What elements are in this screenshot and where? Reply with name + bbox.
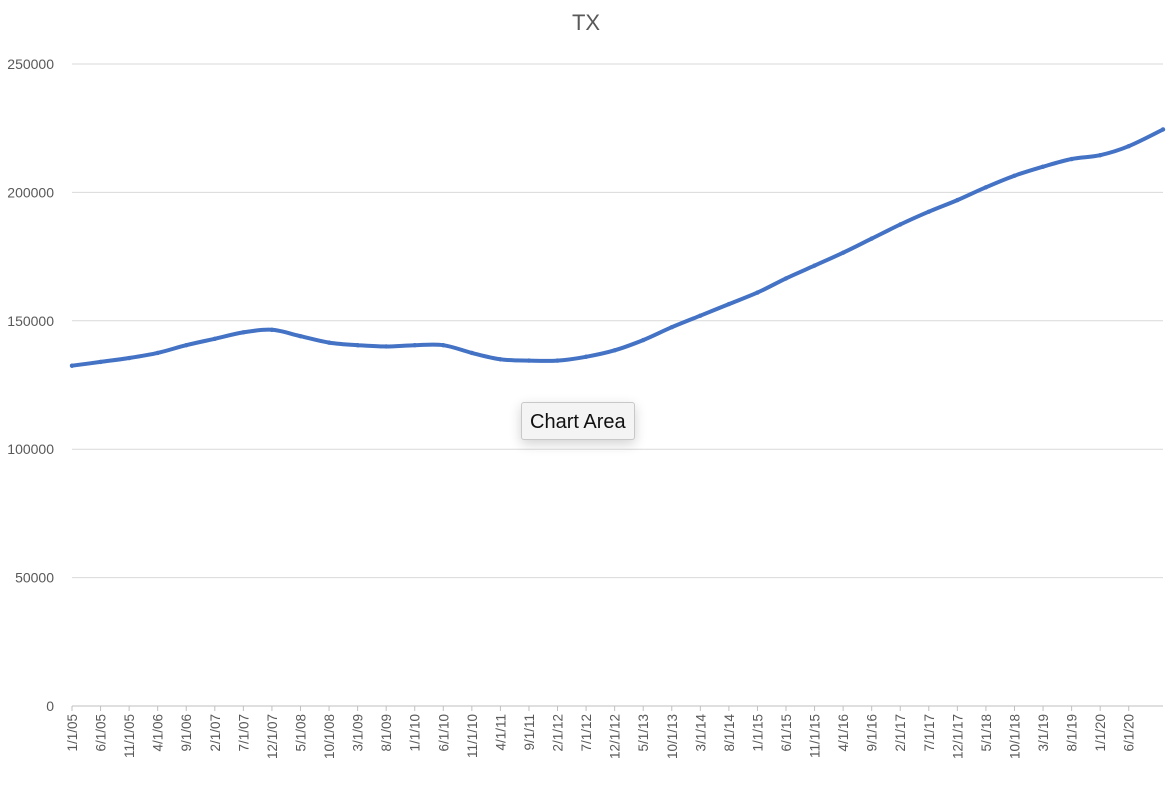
data-point[interactable] <box>840 250 846 255</box>
y-tick-label: 50000 <box>15 570 54 586</box>
data-point[interactable] <box>69 363 75 368</box>
x-tick-label: 9/1/11 <box>522 714 537 751</box>
data-point[interactable] <box>498 357 503 362</box>
x-tick-label: 5/1/13 <box>636 714 651 752</box>
x-tick-label: 5/1/18 <box>979 714 994 752</box>
data-point[interactable] <box>269 327 275 332</box>
data-point[interactable] <box>669 325 674 330</box>
chart-area-tooltip: Chart Area <box>521 402 635 440</box>
data-point[interactable] <box>383 344 389 349</box>
x-tick-label: 10/1/18 <box>1007 714 1022 759</box>
x-tick-label: 4/1/11 <box>493 714 508 751</box>
x-tick-label: 11/1/05 <box>122 714 137 758</box>
x-tick-label: 7/1/07 <box>236 714 251 752</box>
data-point[interactable] <box>126 355 132 361</box>
data-point[interactable] <box>641 337 646 343</box>
y-tick-label: 150000 <box>7 313 54 329</box>
x-tick-label: 8/1/14 <box>722 714 737 752</box>
x-tick-label: 9/1/16 <box>865 714 880 752</box>
x-tick-label: 6/1/05 <box>94 714 109 752</box>
data-point[interactable] <box>983 185 989 190</box>
data-point[interactable] <box>98 359 103 365</box>
data-point[interactable] <box>469 350 475 356</box>
x-tick-label: 3/1/14 <box>693 714 708 752</box>
data-point[interactable] <box>526 358 532 363</box>
data-point[interactable] <box>1069 156 1074 162</box>
series-layer[interactable] <box>69 127 1166 368</box>
x-tick-label: 11/1/15 <box>808 714 823 758</box>
data-point[interactable] <box>955 197 960 203</box>
data-point[interactable] <box>155 350 160 356</box>
x-tick-label: 1/1/15 <box>750 714 765 752</box>
x-tick-label: 10/1/08 <box>322 714 337 759</box>
data-point[interactable] <box>926 209 932 214</box>
x-tick-label: 10/1/13 <box>665 714 680 759</box>
data-point[interactable] <box>869 236 874 241</box>
x-tick-label: 2/1/07 <box>208 714 223 752</box>
data-point[interactable] <box>441 342 446 348</box>
x-tick-label: 1/1/10 <box>408 714 423 752</box>
x-tick-label: 12/1/17 <box>950 714 965 759</box>
data-point[interactable] <box>212 336 218 341</box>
y-axis-labels: 0 50000 100000 150000 200000 250000 <box>7 56 54 714</box>
x-tick-label: 3/1/09 <box>351 714 366 752</box>
data-point[interactable] <box>326 340 332 345</box>
x-tick-label: 7/1/17 <box>922 714 937 752</box>
data-point[interactable] <box>412 342 417 348</box>
data-point[interactable] <box>1040 164 1046 169</box>
x-tick-label: 5/1/08 <box>293 714 308 752</box>
y-tick-label: 250000 <box>7 56 54 72</box>
data-point[interactable] <box>755 290 760 295</box>
x-tick-label: 7/1/12 <box>579 714 594 752</box>
data-point[interactable] <box>783 276 789 281</box>
data-point[interactable] <box>812 263 817 268</box>
x-tick-label: 8/1/09 <box>379 714 394 752</box>
y-tick-label: 100000 <box>7 441 54 457</box>
data-point[interactable] <box>298 334 303 339</box>
x-tick-label: 4/1/16 <box>836 714 851 752</box>
data-point[interactable] <box>898 222 903 227</box>
series-line-tx[interactable] <box>70 127 1165 368</box>
x-tick-label: 1/1/05 <box>65 714 80 752</box>
data-point[interactable] <box>1012 173 1017 178</box>
x-tick-label: 2/1/17 <box>893 714 908 752</box>
x-tick-label: 8/1/19 <box>1065 714 1080 752</box>
x-tick-label: 12/1/07 <box>265 714 280 759</box>
data-point[interactable] <box>241 330 246 335</box>
x-tick-label: 2/1/12 <box>551 714 566 752</box>
x-tick-label: 6/1/20 <box>1122 714 1137 752</box>
x-tick-label: 12/1/12 <box>608 714 623 759</box>
data-point[interactable] <box>583 354 589 359</box>
y-tick-label: 0 <box>46 698 54 714</box>
gridlines <box>72 63 1163 579</box>
x-tick-label: 1/1/20 <box>1093 714 1108 752</box>
chart-title: TX <box>572 10 600 35</box>
data-point[interactable] <box>184 342 189 348</box>
data-point[interactable] <box>698 313 703 318</box>
data-point[interactable] <box>1097 152 1103 158</box>
data-point[interactable] <box>726 301 732 307</box>
x-tick-label: 3/1/19 <box>1036 714 1051 752</box>
y-tick-label: 200000 <box>7 184 54 200</box>
x-axis: 1/1/05 6/1/05 11/1/05 4/1/06 9/1/06 2/1/07 7/1… <box>65 705 1163 759</box>
data-point[interactable] <box>555 358 560 363</box>
data-point[interactable] <box>1126 143 1131 149</box>
data-point[interactable] <box>355 342 360 348</box>
data-point[interactable] <box>612 348 617 353</box>
x-tick-label: 9/1/06 <box>179 714 194 752</box>
x-tick-label: 6/1/15 <box>779 714 794 752</box>
x-tick-label: 6/1/10 <box>436 714 451 752</box>
data-point[interactable] <box>1160 127 1166 132</box>
x-tick-label: 11/1/10 <box>465 714 480 758</box>
x-tick-label: 4/1/06 <box>151 714 166 752</box>
